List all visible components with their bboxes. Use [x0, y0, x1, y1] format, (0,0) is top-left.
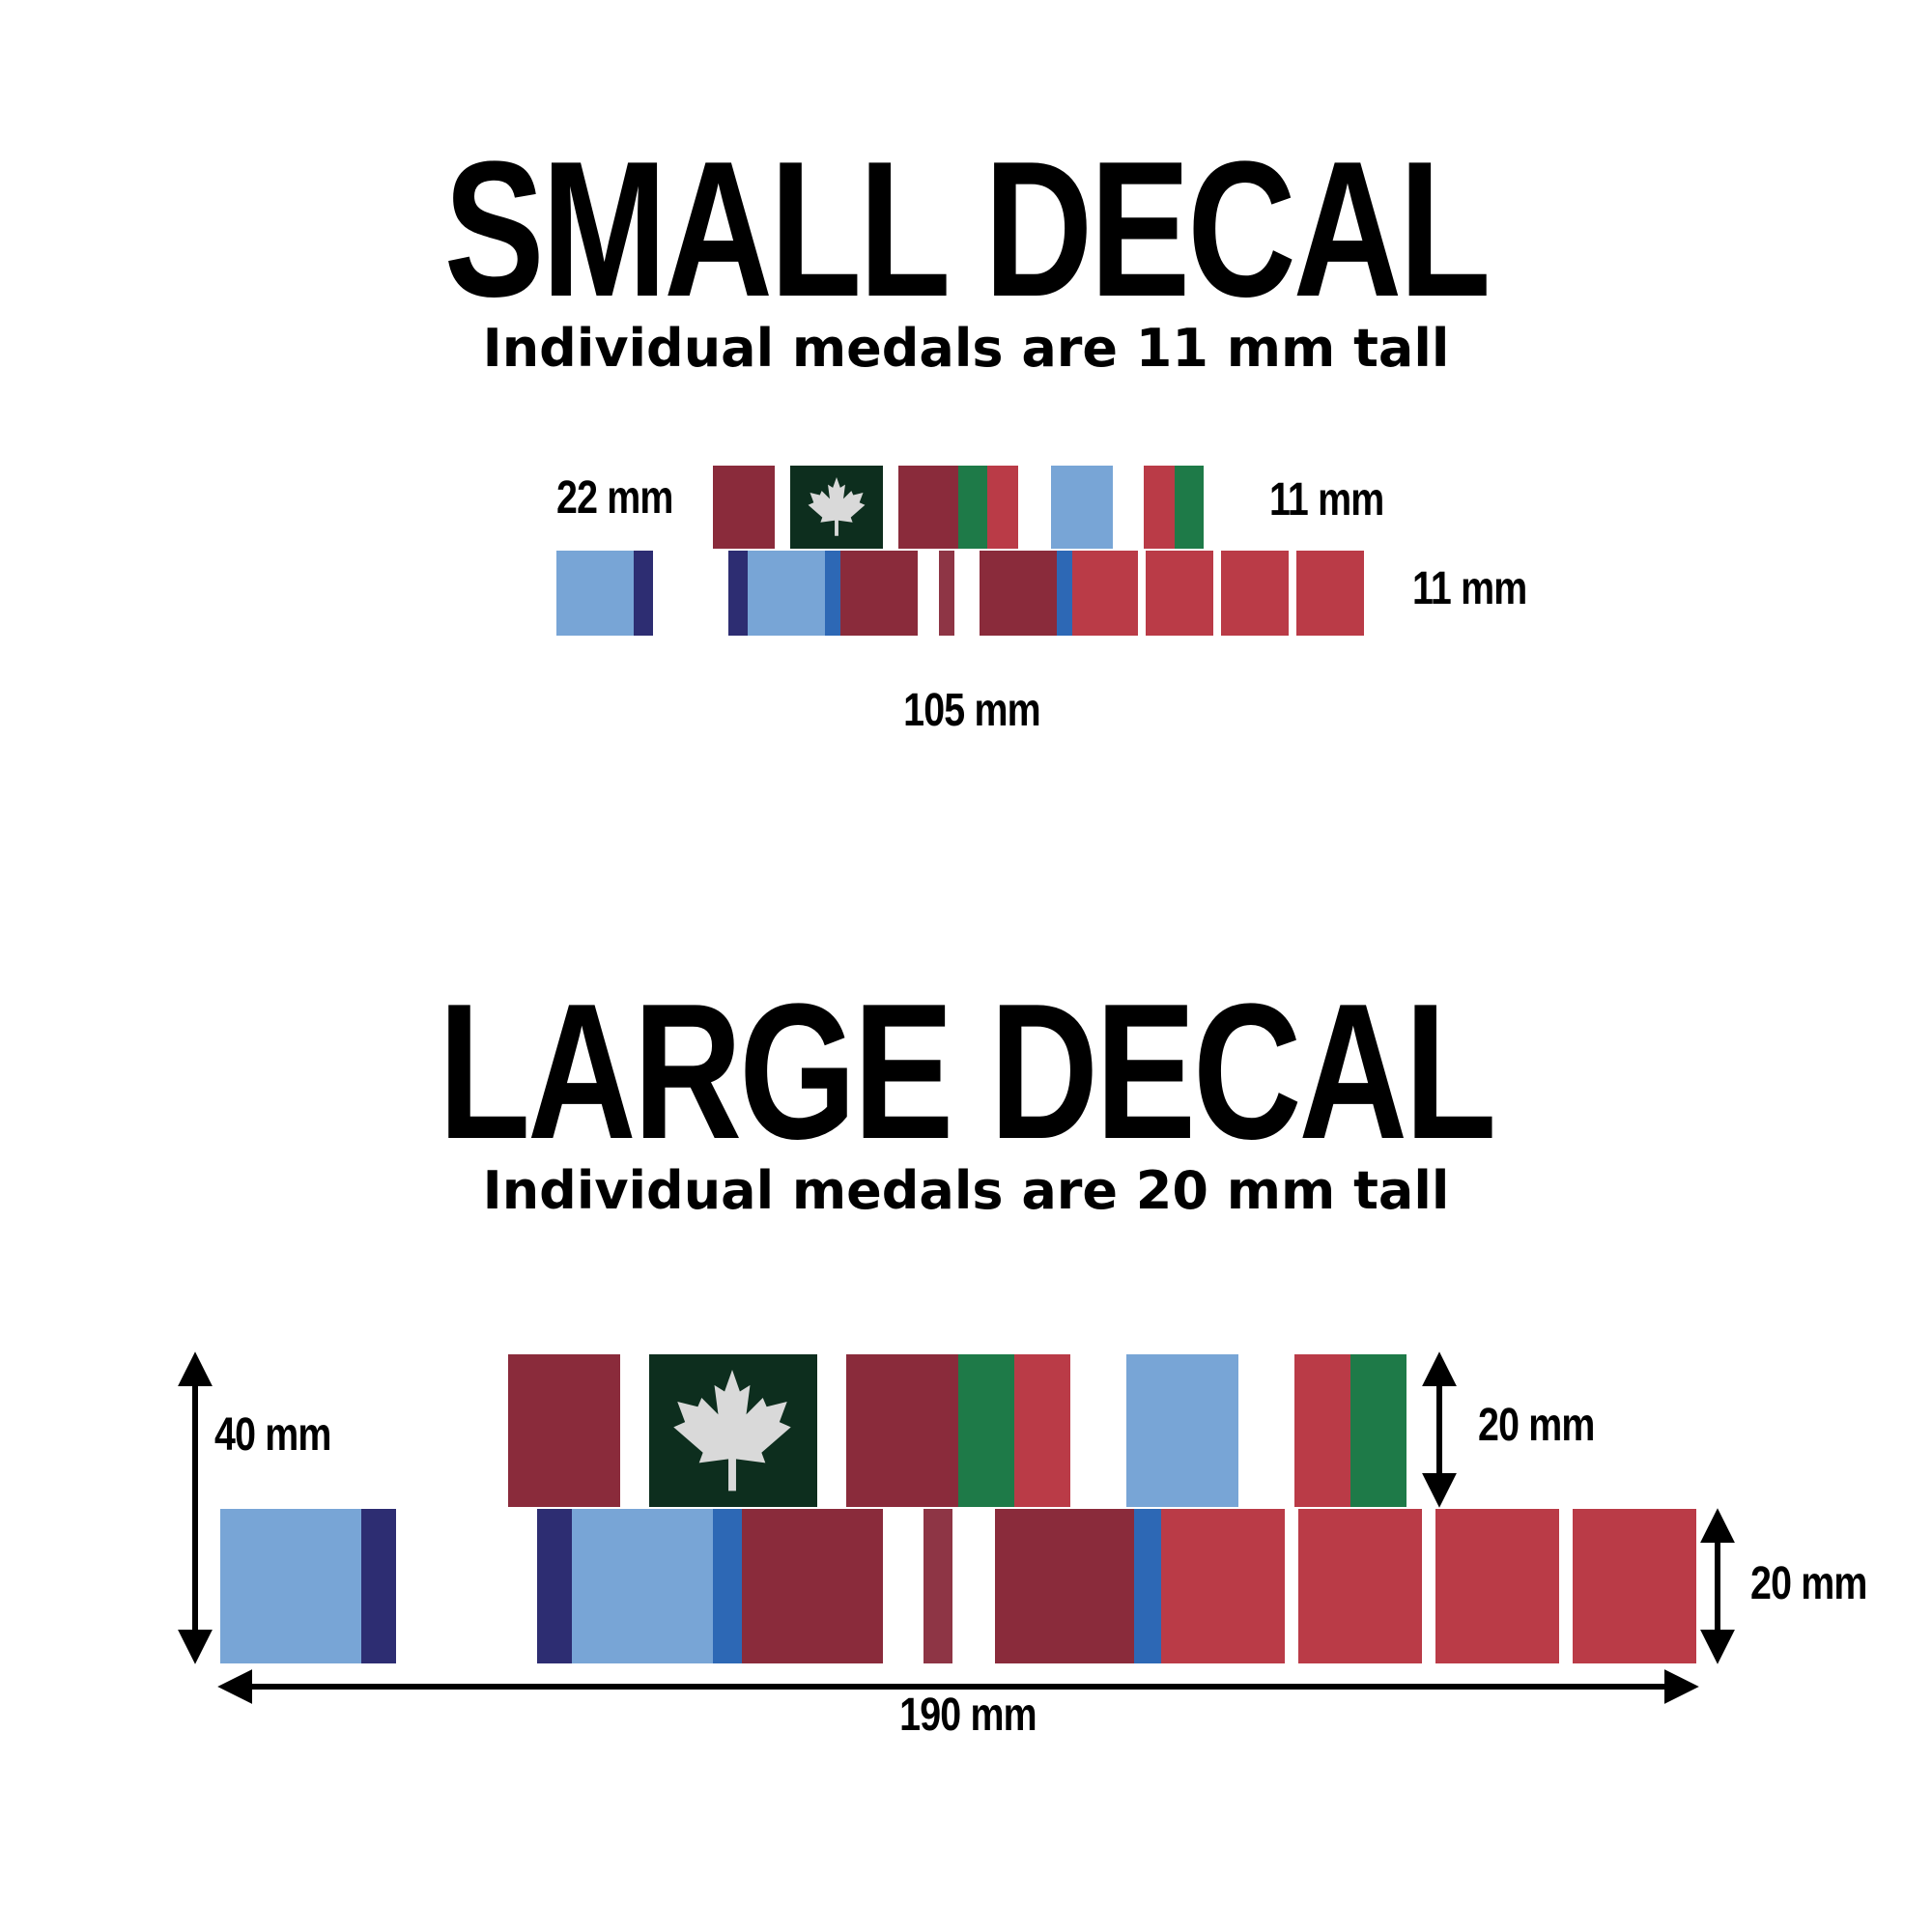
- ribbon-stripe: [1014, 1354, 1070, 1507]
- small-decal-title: SMALL DECAL: [443, 122, 1492, 337]
- large-decal-title: LARGE DECAL: [438, 964, 1496, 1179]
- ribbon-stripe: [1072, 551, 1138, 636]
- ribbon-stripe: [923, 1509, 952, 1663]
- ribbon-stripe: [1350, 1354, 1406, 1507]
- small-top-row-height-label: 11 mm: [1269, 474, 1384, 526]
- maple-leaf-icon: [673, 1370, 791, 1492]
- ribbon-stripe: [508, 1354, 620, 1507]
- maple-leaf-icon: [808, 477, 866, 536]
- ribbon-stripe: [713, 1509, 742, 1663]
- ribbon-stripe: [634, 551, 653, 636]
- ribbon-stripe: [572, 1509, 713, 1663]
- ribbon-stripe: [537, 1509, 572, 1663]
- ribbon-stripe: [556, 551, 634, 636]
- ribbon-stripe: [980, 551, 1057, 636]
- large-top-row-height-label: 20 mm: [1478, 1400, 1595, 1451]
- ribbon-stripe: [1573, 1509, 1696, 1663]
- ribbon-stripe: [1144, 466, 1175, 549]
- ribbon-stripe: [748, 551, 825, 636]
- ribbon-stripe: [840, 551, 918, 636]
- small-height-label: 22 mm: [556, 472, 673, 524]
- ribbon-stripe: [958, 1354, 1014, 1507]
- ribbon-stripe: [958, 466, 987, 549]
- ribbon-stripe: [361, 1509, 396, 1663]
- ribbon-stripe: [846, 1354, 958, 1507]
- large-height-label: 40 mm: [214, 1409, 331, 1461]
- ribbon-stripe: [1146, 551, 1213, 636]
- large-decal-subtitle: Individual medals are 20 mm tall: [482, 1160, 1450, 1221]
- ribbon-stripe: [987, 466, 1018, 549]
- small-decal-subtitle: Individual medals are 11 mm tall: [482, 318, 1450, 379]
- ribbon-stripe: [1126, 1354, 1238, 1507]
- large-bottom-row-height-label: 20 mm: [1750, 1558, 1867, 1609]
- ribbon-stripe: [1294, 1354, 1350, 1507]
- ribbon-stripe: [1134, 1509, 1161, 1663]
- ribbon-stripe: [1296, 551, 1364, 636]
- ribbon-stripe: [898, 466, 958, 549]
- ribbon-stripe: [1221, 551, 1289, 636]
- ribbon-stripe: [728, 551, 748, 636]
- ribbon-stripe: [995, 1509, 1134, 1663]
- ribbon-stripe: [742, 1509, 883, 1663]
- ribbon-stripe: [1435, 1509, 1559, 1663]
- ribbon-stripe: [220, 1509, 361, 1663]
- ribbon-stripe: [1175, 466, 1204, 549]
- small-width-label: 105 mm: [903, 685, 1041, 736]
- ribbon-stripe: [1161, 1509, 1285, 1663]
- ribbon-stripe: [1057, 551, 1072, 636]
- ribbon-stripe: [1298, 1509, 1422, 1663]
- ribbon-stripe: [1051, 466, 1113, 549]
- ribbon-stripe: [713, 466, 775, 549]
- ribbon-stripe: [939, 551, 954, 636]
- ribbon-stripe: [825, 551, 840, 636]
- small-bottom-row-height-label: 11 mm: [1412, 563, 1527, 614]
